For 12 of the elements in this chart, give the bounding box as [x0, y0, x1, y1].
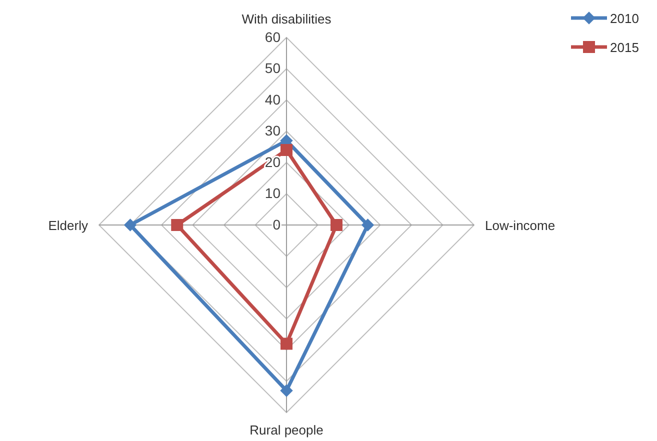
spoke-label: Rural people	[250, 422, 324, 438]
y-tick-label: 0	[272, 216, 281, 232]
legend-label: 2010	[610, 11, 639, 26]
y-tick-label: 10	[264, 185, 281, 202]
y-tick-label: 60	[264, 28, 281, 45]
spoke-label: Elderly	[48, 218, 88, 233]
spoke-label: Low-income	[485, 218, 556, 233]
y-tick-label: 50	[264, 60, 281, 76]
legend-label: 2015	[610, 40, 639, 55]
y-tick-label: 40	[264, 91, 281, 108]
y-tick-label: 30	[264, 122, 281, 139]
spoke-label: With disabilities	[242, 12, 332, 26]
